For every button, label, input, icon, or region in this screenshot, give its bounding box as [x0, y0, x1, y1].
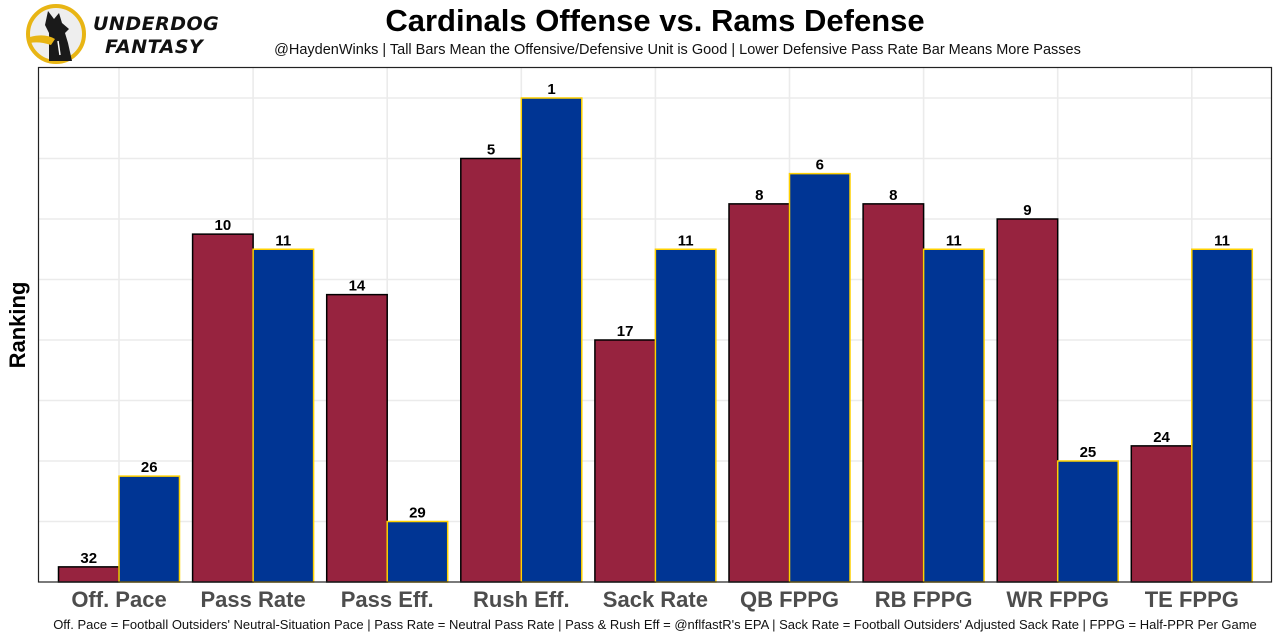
underdog-fantasy-logo: UNDERDOG FANTASY [25, 3, 225, 65]
x-tick-label: Sack Rate [603, 587, 708, 612]
bar-offense [862, 203, 925, 583]
x-tick-label: Rush Eff. [473, 587, 570, 612]
chart-title: Cardinals Offense vs. Rams Defense [385, 3, 925, 38]
x-tick-label: TE FPPG [1145, 587, 1239, 612]
x-tick-label: Pass Eff. [341, 587, 434, 612]
brand-line-1: UNDERDOG [93, 13, 220, 35]
x-tick-label: Off. Pace [71, 587, 166, 612]
bar-offense [191, 233, 254, 583]
bar-defense [386, 520, 449, 583]
bar-defense [118, 475, 181, 583]
chart-caption: Off. Pace = Football Outsiders' Neutral-… [53, 617, 1257, 632]
data-label-offense: 5 [487, 142, 495, 159]
plot-panel-border [37, 66, 1273, 583]
data-label-offense: 8 [755, 187, 763, 204]
data-labels: 32 26 10 11 14 29 5 1 17 11 8 6 8 11 9 25 24 11 [80, 81, 1230, 567]
brand-line-2: FANTASY [105, 36, 204, 58]
data-label-offense: 17 [617, 323, 634, 340]
bar-offense [460, 157, 523, 583]
bar-offense [996, 218, 1059, 583]
data-label-defense: 11 [275, 232, 291, 249]
x-tick-labels: Off. Pace Pass Rate Pass Eff. Rush Eff. Sack… [71, 587, 1239, 612]
data-label-defense: 26 [141, 459, 158, 476]
data-label-defense: 29 [409, 505, 426, 522]
bar-offense [1130, 445, 1193, 583]
data-label-offense: 10 [215, 217, 232, 234]
dog-silhouette-icon [26, 4, 86, 64]
data-label-offense: 14 [349, 278, 366, 295]
bar-defense [1191, 248, 1254, 583]
data-label-offense: 8 [889, 187, 897, 204]
data-label-defense: 25 [1080, 444, 1097, 461]
bar-offense [325, 293, 388, 583]
bar-defense [788, 172, 851, 583]
data-label-offense: 32 [80, 550, 97, 567]
data-label-offense: 24 [1153, 429, 1170, 446]
x-tick-label: Pass Rate [201, 587, 306, 612]
data-label-defense: 6 [816, 157, 824, 174]
bar-defense [922, 248, 985, 583]
bar-offense [728, 203, 791, 583]
bar-defense [1056, 460, 1119, 583]
x-tick-label: RB FPPG [875, 587, 973, 612]
data-label-defense: 11 [1214, 232, 1230, 249]
x-tick-label: WR FPPG [1006, 587, 1109, 612]
x-tick-label: QB FPPG [740, 587, 839, 612]
bar-offense [594, 339, 657, 583]
data-label-defense: 1 [547, 81, 555, 98]
bars [57, 97, 1254, 583]
data-label-defense: 11 [946, 232, 962, 249]
bar-defense [520, 97, 583, 583]
chart-subtitle: @HaydenWinks | Tall Bars Mean the Offens… [274, 42, 1081, 58]
data-label-defense: 11 [678, 232, 694, 249]
bar-defense [654, 248, 717, 583]
data-label-offense: 9 [1023, 202, 1031, 219]
bar-defense [252, 248, 315, 583]
bar-offense [57, 566, 120, 583]
